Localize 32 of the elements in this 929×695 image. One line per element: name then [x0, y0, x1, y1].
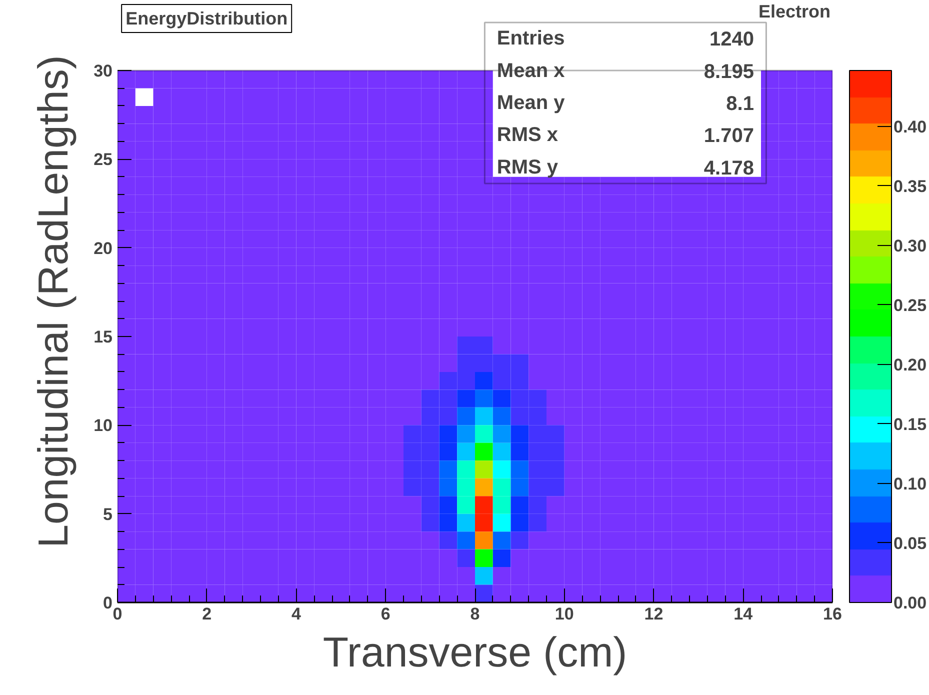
x-tick-label: 8	[470, 604, 480, 624]
y-tick-label: 15	[94, 328, 113, 346]
color-bar-label: 0.25	[894, 296, 927, 315]
x-tick-label: 14	[734, 604, 754, 624]
y-axis-title: Longitudinal (RadLengths)	[30, 55, 77, 548]
color-bar-label: 0.20	[894, 355, 927, 374]
chart-subtitle: Electron	[758, 2, 830, 22]
y-tick-label: 20	[94, 238, 113, 258]
x-tick-label: 10	[554, 604, 574, 624]
x-axis-title: Transverse (cm)	[322, 628, 628, 676]
y-tick-label: 25	[94, 150, 113, 170]
y-tick-label: 30	[94, 62, 113, 80]
y-tick-label: 5	[103, 504, 113, 524]
x-tick-label: 4	[292, 604, 302, 624]
color-bar-label: 0.00	[894, 594, 927, 612]
text: RMS y 4.178	[496, 156, 754, 180]
chart-title: EnergyDistribution	[126, 8, 288, 28]
color-bar-label: 0.30	[894, 236, 927, 256]
color-bar-label: 0.35	[894, 176, 927, 196]
x-tick-label: 12	[644, 604, 664, 624]
color-bar-label: 0.15	[894, 414, 927, 434]
text: Mean x 8.195	[496, 60, 754, 83]
text: Entries 1240	[496, 28, 754, 51]
x-tick-label: 6	[380, 604, 390, 624]
color-bar-label: 0.40	[894, 117, 927, 136]
text: RMS x 1.707	[496, 124, 754, 148]
color-bar-label: 0.05	[894, 534, 927, 553]
color-bar-label: 0.10	[894, 474, 927, 494]
x-tick-label: 16	[823, 604, 842, 624]
x-tick-label: 2	[202, 604, 212, 624]
y-tick-label: 10	[94, 416, 113, 436]
text: Mean y 8.1	[496, 92, 754, 115]
